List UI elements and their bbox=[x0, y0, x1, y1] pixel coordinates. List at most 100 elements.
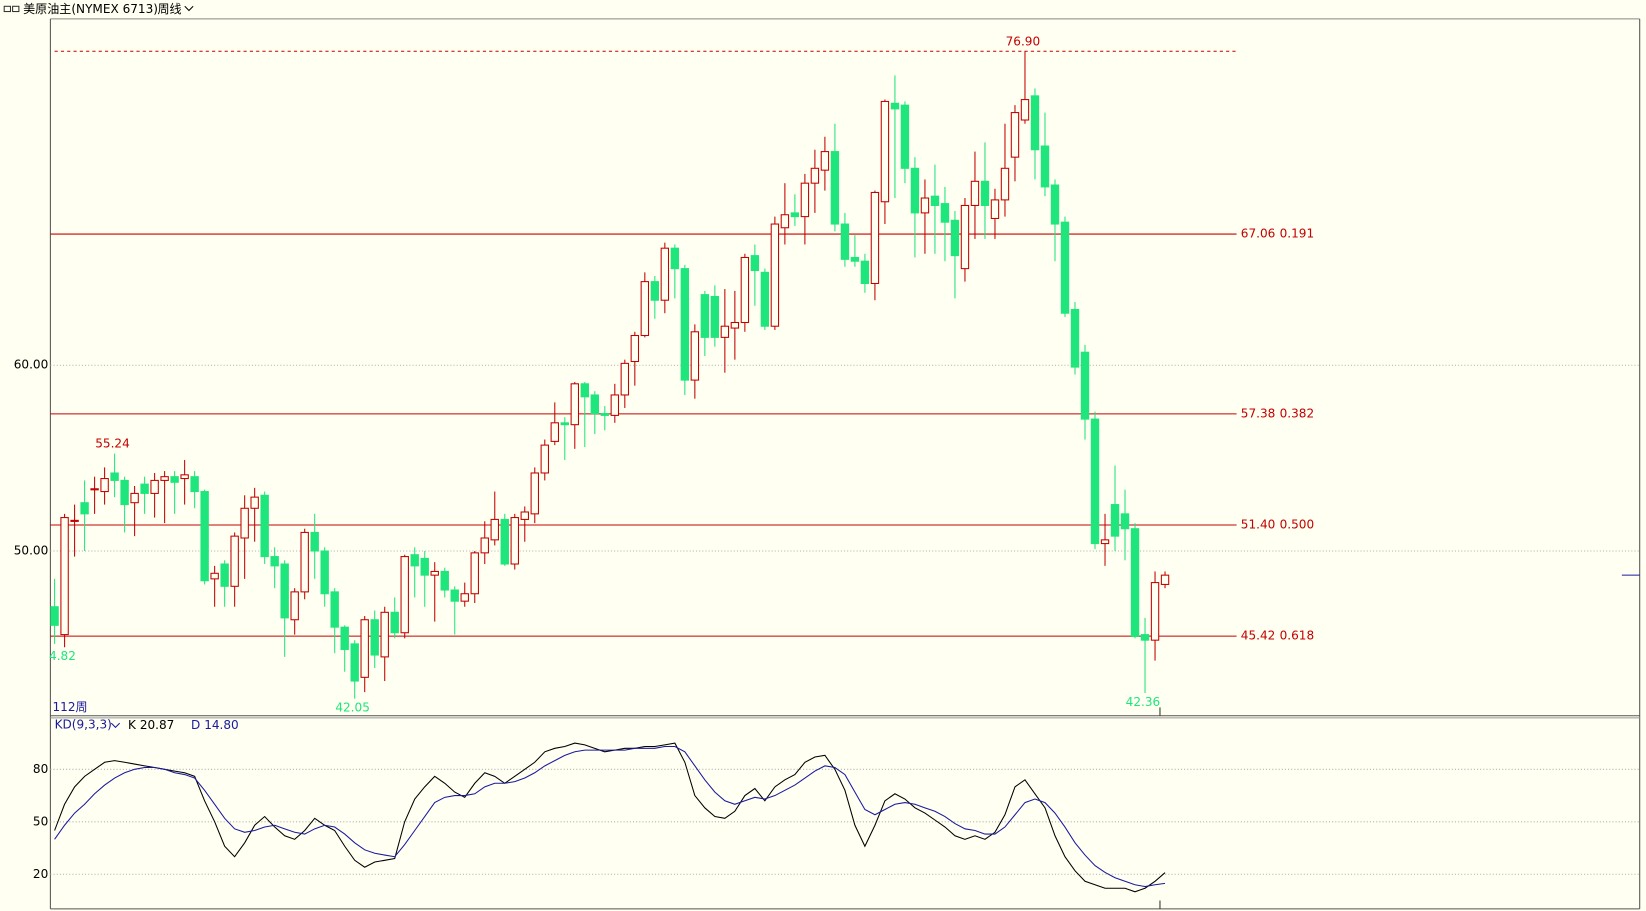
candle-body bbox=[130, 492, 139, 504]
candle-body bbox=[840, 223, 850, 260]
candle-body bbox=[960, 204, 970, 270]
chart-title: 美原油主(NYMEX 6713) bbox=[23, 2, 158, 16]
level-ratio: 0.618 bbox=[1280, 629, 1315, 643]
indicator-title[interactable]: KD(9,3,3) bbox=[55, 718, 112, 732]
period-selector[interactable]: 周线 bbox=[157, 2, 181, 16]
candle-body bbox=[270, 556, 279, 567]
candle-body bbox=[440, 570, 449, 591]
candle-body bbox=[570, 383, 579, 426]
candle-body bbox=[70, 519, 79, 522]
candle-body bbox=[1070, 308, 1080, 368]
extreme-label: 42.36 bbox=[1126, 695, 1161, 709]
candle-body bbox=[150, 479, 159, 494]
candle-body bbox=[1080, 351, 1090, 420]
dropdown-caret[interactable] bbox=[184, 5, 194, 12]
candle-body bbox=[240, 507, 249, 539]
candle-body bbox=[430, 570, 439, 576]
candle-body bbox=[260, 494, 269, 558]
level-label: 57.38 bbox=[1241, 406, 1276, 420]
candle-body bbox=[1000, 167, 1010, 201]
candle-body bbox=[1120, 513, 1130, 530]
candle-body bbox=[610, 394, 620, 416]
extreme-label: 42.05 bbox=[335, 701, 370, 715]
candle-body bbox=[600, 413, 610, 416]
extreme-label: 76.90 bbox=[1006, 34, 1041, 48]
candle-body bbox=[250, 496, 259, 509]
candle-body bbox=[560, 422, 569, 426]
level-ratio: 0.382 bbox=[1280, 406, 1315, 420]
candle-body bbox=[190, 476, 199, 493]
candle-body bbox=[1030, 95, 1040, 151]
y-tick-label: 50.00 bbox=[14, 544, 49, 558]
candle-body bbox=[800, 182, 810, 218]
candle-body bbox=[660, 247, 670, 301]
candle-body bbox=[1050, 184, 1060, 225]
candle-body bbox=[310, 531, 319, 552]
candle-body bbox=[650, 281, 660, 301]
candle-body bbox=[670, 247, 680, 270]
candle-body bbox=[890, 102, 900, 110]
candle-body bbox=[410, 554, 419, 567]
candle-body bbox=[990, 199, 1000, 219]
legend-name: K bbox=[128, 718, 137, 732]
candle-body bbox=[80, 502, 89, 515]
candle-body bbox=[740, 256, 750, 324]
candle-body bbox=[1040, 145, 1050, 188]
candle-body bbox=[180, 474, 189, 480]
candle-body bbox=[520, 511, 529, 520]
candle-body bbox=[980, 180, 990, 206]
candle-body bbox=[490, 518, 499, 541]
candle-body bbox=[810, 167, 820, 184]
y-tick-label: 50 bbox=[33, 814, 48, 828]
candle-body bbox=[280, 563, 289, 619]
candle-body bbox=[230, 535, 239, 587]
candle-body bbox=[1140, 634, 1150, 641]
candle-body bbox=[90, 488, 99, 491]
candle-body bbox=[510, 517, 519, 565]
candle-body bbox=[1100, 539, 1110, 545]
candle-body bbox=[1150, 582, 1160, 641]
candle-body bbox=[1160, 574, 1170, 585]
candle-body bbox=[790, 212, 800, 218]
candle-body bbox=[870, 191, 880, 285]
candle-body bbox=[590, 394, 600, 415]
candles bbox=[50, 51, 1170, 699]
candle-body bbox=[360, 619, 369, 678]
candle-body bbox=[820, 151, 830, 171]
title-bar: 美原油主(NYMEX 6713) 周线 bbox=[3, 2, 194, 16]
candle-body bbox=[120, 479, 129, 506]
candle-body bbox=[470, 552, 479, 595]
dropdown-caret[interactable] bbox=[110, 722, 121, 729]
level-label: 67.06 bbox=[1241, 227, 1276, 241]
candle-body bbox=[710, 295, 720, 338]
level-ratio: 0.191 bbox=[1280, 227, 1315, 241]
legend-d: D 14.80 bbox=[191, 718, 239, 732]
candle-body bbox=[620, 362, 630, 396]
candle-body bbox=[320, 550, 329, 595]
candle-body bbox=[140, 483, 149, 494]
candle-body bbox=[200, 491, 209, 582]
candle-body bbox=[340, 626, 349, 650]
candle-body bbox=[420, 557, 429, 576]
candle-body bbox=[970, 180, 980, 206]
candle-body bbox=[100, 478, 109, 493]
legend-name: D bbox=[191, 718, 200, 732]
candle-body bbox=[630, 334, 640, 363]
candle-body bbox=[290, 591, 299, 621]
candle-body bbox=[640, 281, 650, 337]
candle-body bbox=[750, 255, 760, 272]
candle-body bbox=[530, 472, 539, 515]
bar-count: 112周 bbox=[52, 700, 87, 714]
candle-body bbox=[760, 271, 770, 327]
candle-body bbox=[110, 472, 119, 481]
candle-body bbox=[370, 619, 379, 656]
candle-body bbox=[730, 321, 740, 329]
candle-body bbox=[330, 591, 339, 628]
candle-body bbox=[880, 100, 890, 203]
candle-body bbox=[690, 331, 700, 381]
candle-body bbox=[580, 383, 590, 398]
candle-body bbox=[60, 517, 69, 636]
candle-body bbox=[850, 256, 860, 262]
candle-body bbox=[910, 167, 920, 214]
